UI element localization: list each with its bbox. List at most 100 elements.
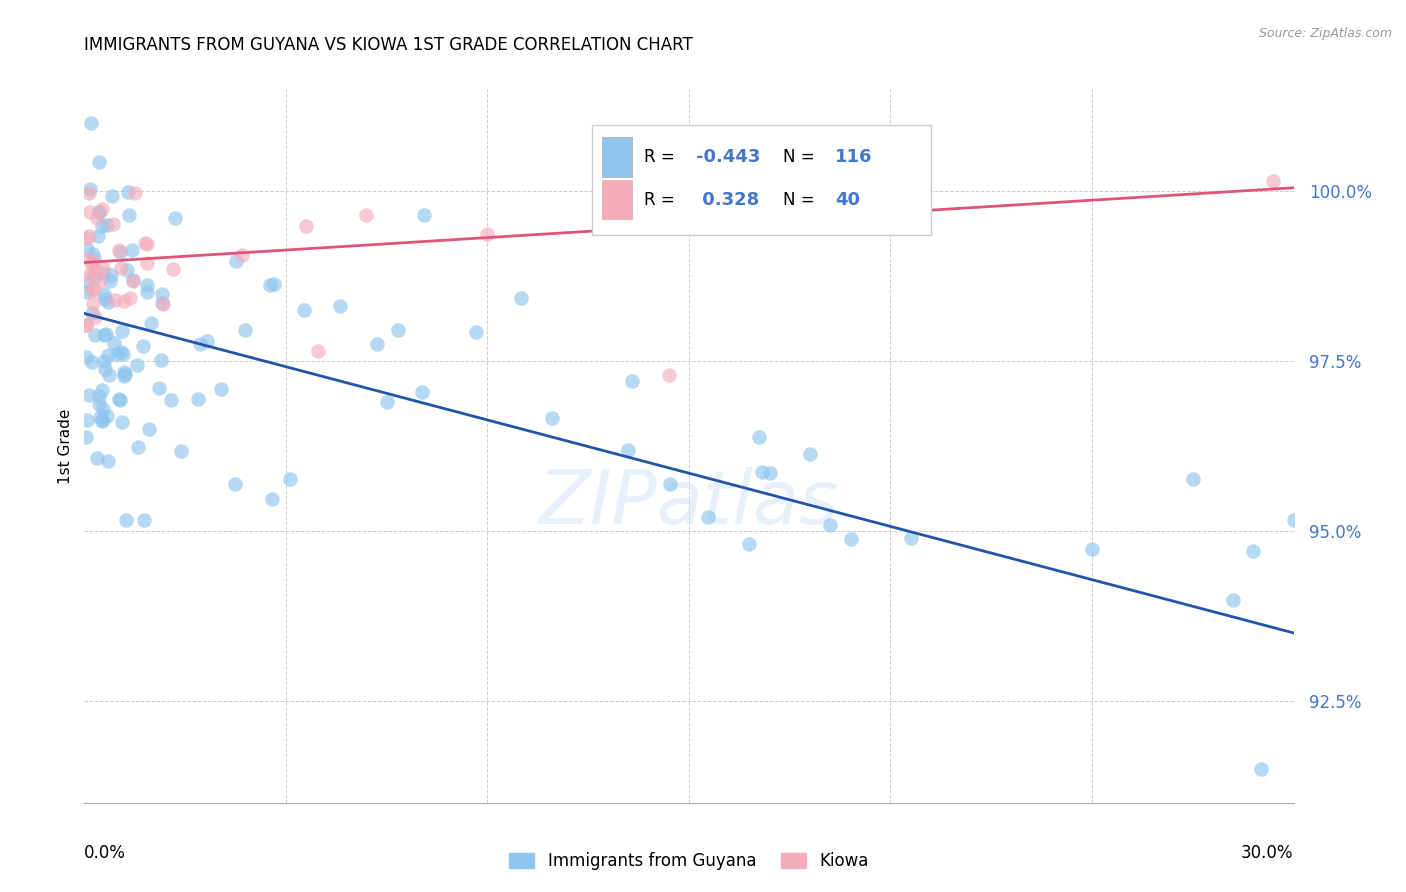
Point — [748, 430, 770, 444]
Point — [136, 277, 159, 292]
Point — [278, 472, 301, 486]
Point — [87, 229, 110, 244]
Point — [225, 253, 247, 268]
Point — [89, 273, 111, 287]
Point — [197, 334, 219, 348]
Point — [121, 244, 143, 258]
Point — [75, 351, 97, 365]
Point — [411, 384, 433, 399]
Point — [93, 354, 115, 368]
Point — [77, 387, 100, 401]
Point — [91, 260, 114, 275]
Point — [104, 293, 127, 307]
Point — [356, 208, 378, 222]
Point — [150, 287, 173, 301]
Point — [80, 265, 103, 279]
Point — [134, 513, 156, 527]
Point — [79, 205, 101, 219]
Point — [307, 344, 329, 359]
Point — [132, 339, 155, 353]
Point — [110, 393, 132, 408]
Point — [738, 537, 761, 551]
Point — [125, 358, 148, 372]
Point — [117, 185, 139, 199]
Point — [76, 285, 98, 299]
Point — [510, 291, 533, 305]
Point — [135, 256, 157, 270]
Point — [97, 349, 120, 363]
Point — [366, 337, 388, 351]
Text: IMMIGRANTS FROM GUYANA VS KIOWA 1ST GRADE CORRELATION CHART: IMMIGRANTS FROM GUYANA VS KIOWA 1ST GRAD… — [84, 36, 693, 54]
Point — [1250, 762, 1272, 776]
Point — [75, 231, 97, 245]
Point — [110, 261, 132, 276]
Point — [114, 513, 136, 527]
Point — [1081, 542, 1104, 557]
Point — [75, 430, 97, 444]
Point — [122, 274, 145, 288]
Text: 40: 40 — [835, 191, 860, 209]
Point — [90, 414, 112, 428]
Point — [93, 328, 115, 343]
Point — [77, 186, 100, 201]
Point — [799, 446, 821, 460]
Point — [90, 202, 112, 217]
Point — [96, 409, 118, 423]
Point — [163, 211, 186, 225]
Point — [77, 229, 100, 244]
Point — [90, 413, 112, 427]
Point — [80, 116, 103, 130]
Point — [110, 324, 132, 338]
Point — [91, 401, 114, 416]
Point — [413, 208, 436, 222]
Point — [112, 293, 135, 308]
Point — [97, 294, 120, 309]
Point — [751, 465, 773, 479]
Point — [118, 208, 141, 222]
Point — [758, 466, 780, 480]
Point — [89, 389, 111, 403]
Point — [127, 440, 149, 454]
Point — [112, 365, 135, 379]
Text: N =: N = — [783, 191, 820, 209]
Text: 116: 116 — [835, 148, 873, 166]
Point — [541, 411, 564, 425]
Point — [87, 397, 110, 411]
Text: N =: N = — [783, 148, 820, 166]
Point — [82, 255, 104, 269]
Text: 0.0%: 0.0% — [84, 844, 127, 862]
Point — [75, 318, 97, 332]
Point — [122, 273, 145, 287]
Point — [115, 262, 138, 277]
Point — [112, 368, 135, 383]
Point — [224, 476, 246, 491]
Point — [114, 368, 136, 382]
Text: Source: ZipAtlas.com: Source: ZipAtlas.com — [1258, 27, 1392, 40]
Point — [83, 252, 105, 267]
Point — [93, 362, 115, 376]
FancyBboxPatch shape — [592, 125, 931, 235]
Point — [135, 237, 157, 252]
Point — [105, 347, 128, 361]
Point — [1222, 592, 1244, 607]
Point — [118, 291, 141, 305]
Point — [1263, 174, 1285, 188]
Point — [134, 235, 156, 250]
Point — [75, 318, 97, 332]
Point — [91, 383, 114, 397]
Point — [80, 354, 103, 368]
Point — [148, 381, 170, 395]
Point — [91, 219, 114, 233]
Point — [259, 278, 281, 293]
Point — [659, 476, 682, 491]
Point — [111, 347, 134, 361]
Point — [1181, 472, 1204, 486]
Point — [292, 302, 315, 317]
Text: R =: R = — [644, 191, 681, 209]
Point — [82, 296, 104, 310]
Point — [658, 368, 681, 382]
Point — [135, 285, 157, 299]
Point — [150, 296, 173, 310]
Point — [233, 323, 256, 337]
Y-axis label: 1st Grade: 1st Grade — [58, 409, 73, 483]
